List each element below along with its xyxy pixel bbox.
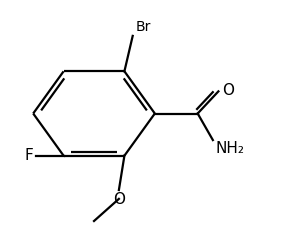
Text: Br: Br [135, 20, 151, 34]
Text: O: O [113, 192, 125, 207]
Text: NH₂: NH₂ [216, 141, 245, 156]
Text: O: O [222, 83, 235, 98]
Text: F: F [25, 148, 33, 163]
